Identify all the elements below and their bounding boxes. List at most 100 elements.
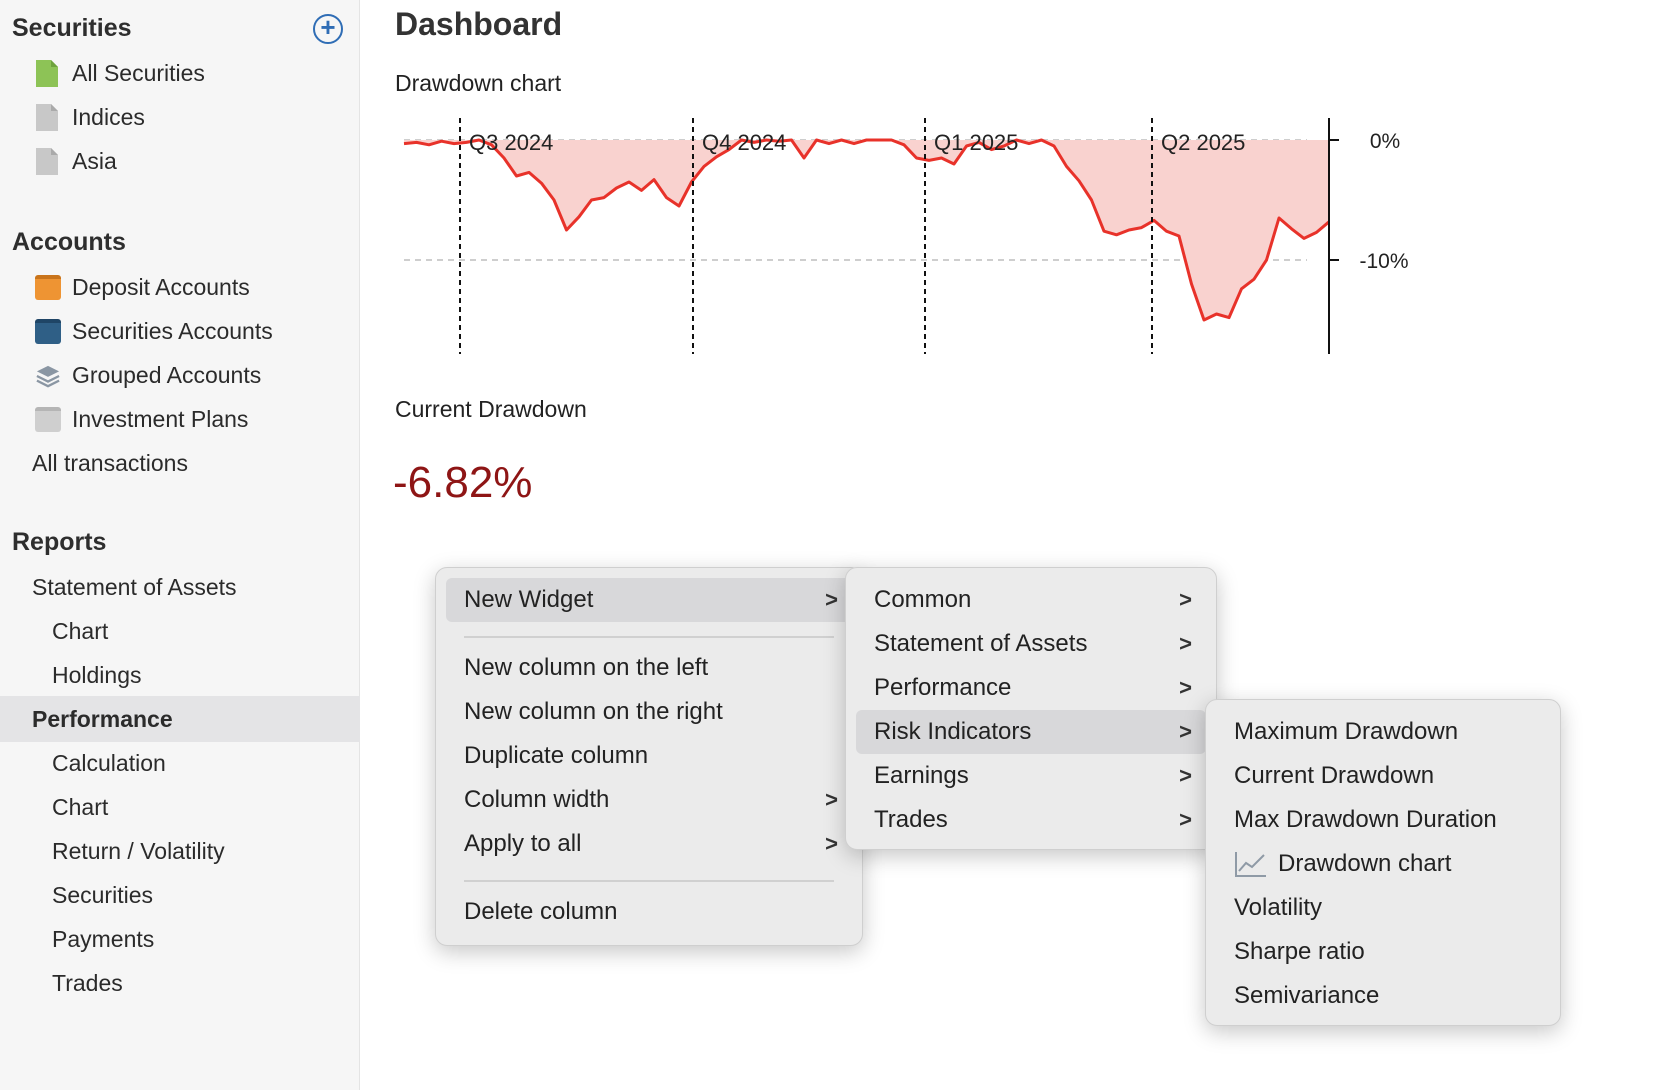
menu-item-semivariance[interactable]: Semivariance (1216, 974, 1550, 1018)
menu-item-common[interactable]: Common > (856, 578, 1206, 622)
sidebar-item-label: Indices (72, 104, 145, 130)
sidebar-item-holdings[interactable]: Holdings (0, 652, 360, 698)
risk-indicators-submenu: Maximum Drawdown Current Drawdown Max Dr… (1205, 699, 1561, 1026)
sidebar-item-performance[interactable]: Performance (0, 696, 360, 742)
chevron-right-icon: > (1179, 631, 1192, 656)
menu-item-new-column-left[interactable]: New column on the left (446, 646, 852, 690)
sidebar-item-label: Calculation (52, 750, 166, 776)
drawdown-chart-title: Drawdown chart (395, 70, 562, 96)
menu-item-new-widget[interactable]: New Widget > (446, 578, 852, 622)
menu-item-volatility[interactable]: Volatility (1216, 886, 1550, 930)
drawdown-area (404, 140, 1329, 320)
sidebar-item-label: Chart (52, 794, 109, 820)
menu-item-new-column-right[interactable]: New column on the right (446, 690, 852, 734)
menu-item-earnings[interactable]: Earnings > (856, 754, 1206, 798)
sidebar-item-grouped-accounts[interactable]: Grouped Accounts (0, 352, 360, 398)
menu-item-label: New Widget (464, 586, 594, 613)
menu-item-duplicate-column[interactable]: Duplicate column (446, 734, 852, 778)
sidebar-item-label: Asia (72, 148, 117, 174)
y-tick-label-0: 0% (1370, 130, 1400, 153)
menu-item-max-drawdown-duration[interactable]: Max Drawdown Duration (1216, 798, 1550, 842)
add-icon[interactable]: + (313, 14, 343, 44)
quarter-label: Q2 2025 (1161, 130, 1245, 155)
sidebar-item-label: Chart (52, 618, 109, 644)
sidebar-item-investment-plans[interactable]: Investment Plans (0, 396, 360, 442)
chevron-right-icon: > (1179, 587, 1192, 612)
sidebar-item-payments[interactable]: Payments (0, 916, 360, 962)
new-widget-submenu: Common > Statement of Assets > Performance… (845, 567, 1217, 850)
accounts-header: Accounts (12, 228, 126, 256)
sidebar-item-label: Return / Volatility (52, 838, 225, 864)
page-title: Dashboard (395, 6, 563, 42)
sidebar-item-label: Securities (52, 882, 153, 908)
menu-item-current-drawdown[interactable]: Current Drawdown (1216, 754, 1550, 798)
sidebar-item-performance-chart[interactable]: Chart (0, 784, 360, 830)
menu-item-label: New column on the left (464, 654, 709, 681)
sidebar: Securities + All Securities Indices Asia… (0, 0, 360, 1090)
sidebar-item-label: Grouped Accounts (72, 362, 262, 388)
menu-separator (464, 880, 834, 882)
sidebar-item-label: Statement of Assets (32, 574, 237, 600)
menu-item-label: Earnings (874, 762, 969, 789)
drawdown-chart: Q3 2024 Q4 2024 Q1 2025 Q2 2025 0% -10% (403, 118, 1409, 354)
sidebar-item-deposit-accounts[interactable]: Deposit Accounts (0, 264, 360, 310)
sidebar-item-label: Trades (52, 970, 123, 996)
menu-item-label: Performance (874, 674, 1012, 701)
menu-item-apply-to-all[interactable]: Apply to all > (446, 822, 852, 866)
menu-item-trades[interactable]: Trades > (856, 798, 1206, 842)
chevron-right-icon: > (1179, 675, 1192, 700)
sidebar-item-indices[interactable]: Indices (0, 94, 360, 140)
sidebar-item-trades[interactable]: Trades (0, 960, 360, 1006)
menu-item-column-width[interactable]: Column width > (446, 778, 852, 822)
menu-item-label: Risk Indicators (874, 718, 1032, 745)
quarter-label: Q4 2024 (702, 130, 786, 155)
plan-icon (35, 407, 61, 432)
sidebar-item-all-transactions[interactable]: All transactions (0, 440, 360, 486)
document-icon (36, 60, 58, 87)
sidebar-item-securities-report[interactable]: Securities (0, 872, 360, 918)
menu-item-drawdown-chart[interactable]: Drawdown chart (1216, 842, 1550, 886)
securities-header: Securities (12, 14, 132, 42)
menu-item-label: Duplicate column (464, 742, 649, 769)
menu-item-maximum-drawdown[interactable]: Maximum Drawdown (1216, 710, 1550, 754)
chevron-right-icon: > (825, 787, 838, 812)
sidebar-item-return-volatility[interactable]: Return / Volatility (0, 828, 360, 874)
chevron-right-icon: > (1179, 807, 1192, 832)
chevron-right-icon: > (825, 587, 838, 612)
current-drawdown-title: Current Drawdown (395, 396, 587, 422)
portfolio-icon (35, 319, 61, 344)
menu-item-delete-column[interactable]: Delete column (446, 890, 852, 934)
chevron-right-icon: > (1179, 763, 1192, 788)
sidebar-item-statement-of-assets[interactable]: Statement of Assets (0, 564, 360, 610)
menu-item-label: Current Drawdown (1234, 762, 1435, 789)
reports-header: Reports (12, 528, 107, 556)
wallet-icon (35, 275, 61, 300)
sidebar-item-label: Performance (32, 706, 173, 732)
line-chart-icon (1235, 852, 1266, 877)
sidebar-item-all-securities[interactable]: All Securities (0, 50, 360, 96)
sidebar-item-securities-accounts[interactable]: Securities Accounts (0, 308, 360, 354)
current-drawdown-value: -6.82% (393, 458, 533, 507)
menu-item-label: Trades (874, 806, 948, 833)
context-menu: New Widget > New column on the left New c… (435, 567, 863, 946)
sidebar-item-label: All transactions (32, 450, 188, 476)
menu-item-sharpe-ratio[interactable]: Sharpe ratio (1216, 930, 1550, 974)
menu-item-label: Max Drawdown Duration (1234, 806, 1497, 833)
menu-item-performance[interactable]: Performance > (856, 666, 1206, 710)
sidebar-item-asia[interactable]: Asia (0, 138, 360, 184)
chevron-right-icon: > (1179, 719, 1192, 744)
sidebar-item-label: Holdings (52, 662, 142, 688)
quarter-label: Q1 2025 (934, 130, 1018, 155)
dashboard: Dashboard Drawdown chart Q3 2024 Q4 2024 Q… (360, 0, 1654, 1090)
chevron-right-icon: > (825, 831, 838, 856)
document-icon (36, 148, 58, 175)
menu-item-label: Column width (464, 786, 610, 813)
menu-item-risk-indicators[interactable]: Risk Indicators > (856, 710, 1206, 754)
menu-item-label: Apply to all (464, 830, 582, 857)
sidebar-item-calculation[interactable]: Calculation (0, 740, 360, 786)
sidebar-item-assets-chart[interactable]: Chart (0, 608, 360, 654)
drawdown-line (403, 138, 1330, 322)
menu-item-statement-of-assets[interactable]: Statement of Assets > (856, 622, 1206, 666)
menu-item-label: Semivariance (1234, 982, 1380, 1009)
sidebar-item-label: Payments (52, 926, 155, 952)
